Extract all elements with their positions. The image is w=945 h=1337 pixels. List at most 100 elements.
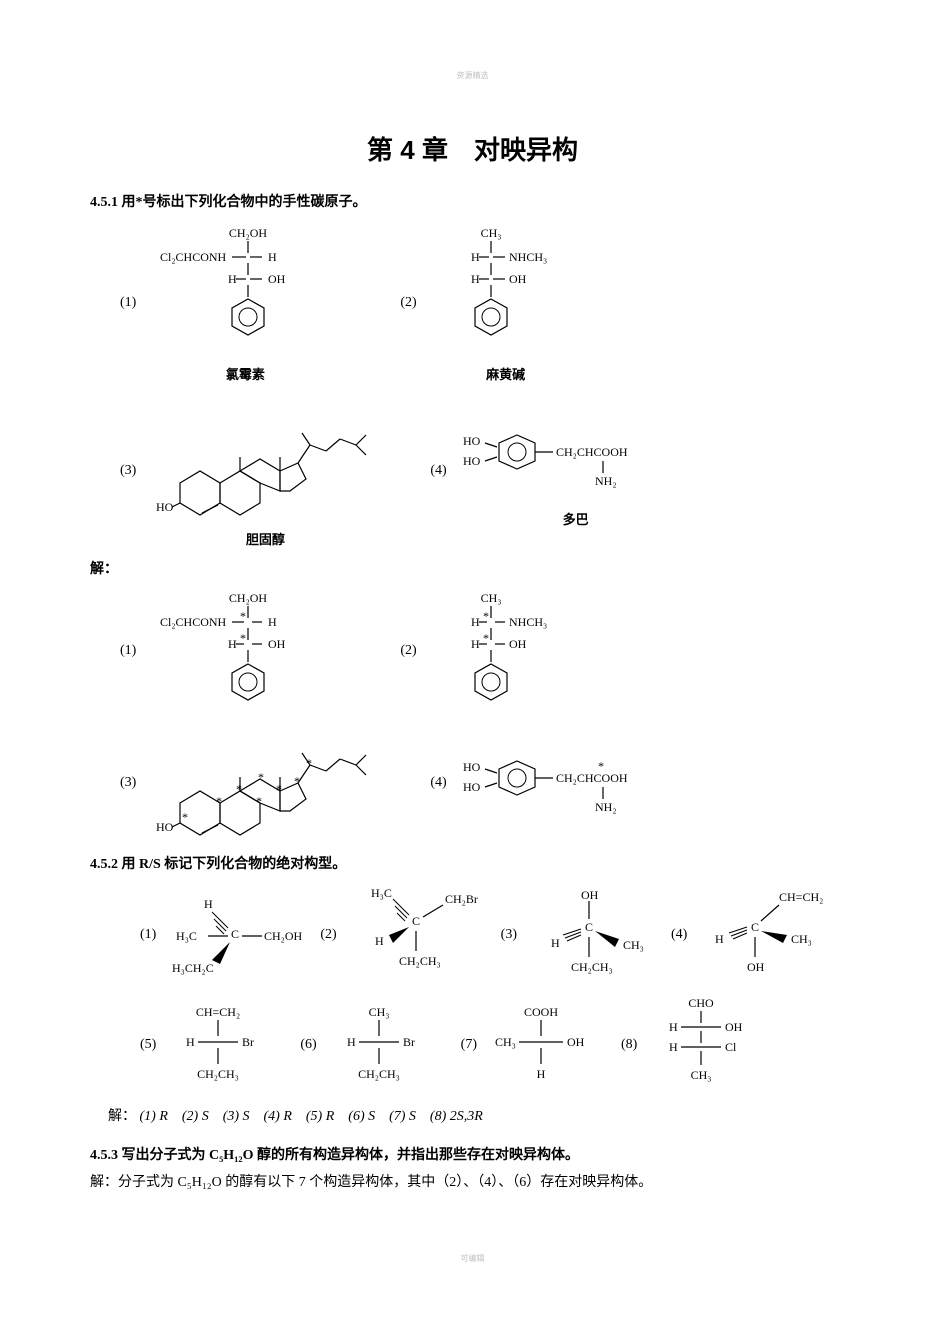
q452-num-5: (5)	[140, 1037, 156, 1053]
q451-item-1: (1) CH₂OH Cl₂CHCONH H H OH	[120, 223, 340, 383]
chem-svg-452-7: COOH CH₃ OH H	[491, 1002, 601, 1088]
svg-text:CH₂CHCOOH: CH₂CHCOOH	[556, 771, 628, 785]
svg-text:CH₂OH: CH₂OH	[229, 591, 268, 605]
q451-struct-3: HO 胆固醇	[150, 393, 380, 548]
svg-text:*: *	[240, 609, 246, 623]
svg-text:*: *	[598, 759, 604, 773]
svg-text:CH₂CH₃: CH₂CH₃	[571, 960, 613, 974]
q452-item-6: (6) CH₃ H Br CH₂CH₃	[300, 1002, 440, 1088]
svg-text:CH₃: CH₃	[791, 932, 812, 946]
q453-heading: 4.5.3 写出分子式为 C₅H₁₂O 醇的所有构造异构体，并指出那些存在对映异…	[90, 1145, 855, 1166]
q451-num-2: (2)	[400, 295, 416, 311]
chem-svg-sol4: HO HO CH₂CHCOOH * NH₂	[461, 743, 691, 823]
q451-struct-2: CH₃ H NHCH₃ H OH 麻黄碱	[431, 223, 581, 383]
q451-item-4: (4) HO HO CH₂CHCOOH NH₂ 多巴	[430, 413, 690, 528]
svg-text:*: *	[240, 631, 246, 645]
q452-num-2: (2)	[320, 927, 336, 943]
q452-answer-text: (1) R (2) S (3) S (4) R (5) R (6) S (7) …	[140, 1109, 483, 1124]
q451-sol-row2: (3) HO * * *	[120, 723, 855, 843]
svg-text:COOH: COOH	[524, 1005, 558, 1019]
q452-num-7: (7)	[461, 1037, 477, 1053]
chem-svg-sol2: CH₃ H * NHCH₃ H * OH	[431, 588, 581, 713]
q452-item-2: (2) C H₃C CH₂Br H CH₂CH₃	[320, 885, 490, 985]
svg-text:H: H	[471, 272, 480, 286]
q452-answer: 解： (1) R (2) S (3) S (4) R (5) R (6) S (…	[108, 1105, 855, 1125]
svg-text:CH₃: CH₃	[623, 938, 644, 952]
svg-text:CH₃: CH₃	[691, 1068, 712, 1082]
q452-answer-prefix: 解：	[108, 1109, 136, 1124]
chem-svg-452-1: C H H₃C CH₂OH H₃CH₂C	[170, 890, 310, 980]
q451-heading: 4.5.1 用*号标出下列化合物中的手性碳原子。	[90, 191, 855, 211]
svg-text:C: C	[231, 927, 239, 941]
svg-text:CH=CH₂: CH=CH₂	[779, 890, 823, 904]
svg-text:HO: HO	[156, 500, 174, 514]
svg-text:HO: HO	[463, 434, 481, 448]
chem-svg-sol1: CH₂OH Cl₂CHCONH * H H * OH	[150, 588, 340, 713]
svg-text:H: H	[204, 897, 213, 911]
chem-svg-452-8: CHO HOH HCl CH₃	[651, 995, 761, 1095]
chapter-title: 第 4 章 对映异构	[90, 130, 855, 167]
q451-sol-1: (1) CH₂OH Cl₂CHCONH * H H * OH	[120, 588, 340, 713]
q452-num-8: (8)	[621, 1037, 637, 1053]
q451-solution-label: 解：	[90, 558, 855, 578]
q452-num-4: (4)	[671, 927, 687, 943]
svg-text:CH₃: CH₃	[480, 226, 501, 240]
svg-text:OH: OH	[747, 960, 765, 974]
svg-text:CH₂OH: CH₂OH	[229, 226, 268, 240]
svg-text:H: H	[715, 932, 724, 946]
svg-text:H₃CH₂C: H₃CH₂C	[172, 961, 214, 975]
svg-text:CH₃: CH₃	[368, 1005, 389, 1019]
q452-num-3: (3)	[501, 927, 517, 943]
svg-text:H: H	[268, 615, 277, 629]
q451-sol-num-3: (3)	[120, 775, 136, 791]
svg-text:OH: OH	[509, 272, 527, 286]
svg-text:*: *	[256, 794, 262, 808]
svg-text:HO: HO	[463, 780, 481, 794]
svg-text:CH₃: CH₃	[495, 1035, 516, 1049]
svg-text:Cl: Cl	[725, 1040, 737, 1054]
svg-text:H: H	[537, 1067, 546, 1081]
chem-svg-452-4: C CH=CH₂ H CH₃ OH	[701, 885, 831, 985]
q452-item-4: (4) C CH=CH₂ H CH₃ OH	[671, 885, 831, 985]
svg-text:CH₂Br: CH₂Br	[445, 892, 478, 906]
chem-svg-sol3: HO * * * * * * * *	[150, 723, 380, 843]
svg-text:H: H	[228, 637, 237, 651]
q451-sol-4: (4) HO HO CH₂CHCOOH * NH₂	[430, 743, 690, 823]
svg-text:H: H	[471, 250, 480, 264]
q451-row2: (3)	[120, 393, 855, 548]
svg-text:C: C	[585, 920, 593, 934]
svg-text:H₃C: H₃C	[176, 929, 197, 943]
svg-text:H: H	[186, 1035, 195, 1049]
q451-num-1: (1)	[120, 295, 136, 311]
q451-row1: (1) CH₂OH Cl₂CHCONH H H OH	[120, 223, 855, 383]
svg-text:NHCH₃: NHCH₃	[509, 250, 547, 264]
svg-text:H₃C: H₃C	[371, 886, 392, 900]
svg-text:H: H	[471, 637, 480, 651]
chem-svg-3: HO	[150, 393, 380, 523]
q453-answer: 解：分子式为 C₅H₁₂O 的醇有以下 7 个构造异构体，其中（2）、（4）、（…	[90, 1172, 855, 1193]
svg-text:*: *	[276, 782, 282, 796]
page: 资源精选 第 4 章 对映异构 4.5.1 用*号标出下列化合物中的手性碳原子。…	[0, 0, 945, 1324]
q451-item-2: (2) CH₃ H NHCH₃ H OH	[400, 223, 580, 383]
q452-item-3: (3) C OH H CH₃ CH₂CH₃	[501, 885, 661, 985]
q452-item-5: (5) CH=CH₂ H Br CH₂CH₃	[140, 1002, 280, 1088]
q452-row2: (5) CH=CH₂ H Br CH₂CH₃ (6) CH₃ H Br CH₂C	[140, 995, 855, 1095]
svg-text:C: C	[751, 920, 759, 934]
svg-text:H: H	[669, 1040, 678, 1054]
q451-num-3: (3)	[120, 463, 136, 479]
chem-svg-1: CH₂OH Cl₂CHCONH H H OH	[150, 223, 340, 358]
svg-text:NHCH₃: NHCH₃	[509, 615, 547, 629]
q452-num-6: (6)	[300, 1037, 316, 1053]
svg-text:OH: OH	[567, 1035, 585, 1049]
svg-text:*: *	[294, 774, 300, 788]
svg-text:*: *	[258, 770, 264, 784]
svg-text:OH: OH	[268, 272, 286, 286]
svg-text:H: H	[551, 936, 560, 950]
header-watermark: 资源精选	[457, 70, 489, 81]
q452-item-8: (8) CHO HOH HCl CH₃	[621, 995, 761, 1095]
svg-text:*: *	[483, 609, 489, 623]
svg-text:CH₂CH₃: CH₂CH₃	[358, 1067, 400, 1081]
q451-name-1: 氯霉素	[226, 364, 265, 383]
q451-sol-num-4: (4)	[430, 775, 446, 791]
svg-text:CH₃: CH₃	[480, 591, 501, 605]
